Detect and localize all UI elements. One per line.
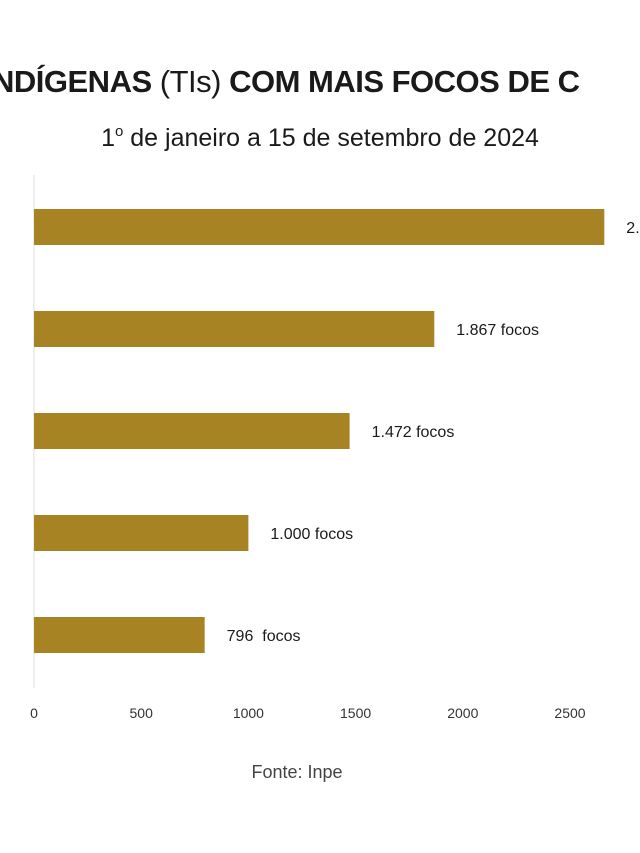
subtitle-rest: de janeiro a 15 de setembro de 2024 [123, 124, 539, 152]
chart-title-part2: (TIs) [151, 64, 230, 99]
chart-title: NDÍGENAS (TIs) COM MAIS FOCOS DE C [0, 62, 640, 102]
subtitle-ordinal: 1 [101, 124, 115, 152]
x-tick-label: 500 [130, 705, 154, 721]
bar [34, 311, 435, 347]
x-tick-label: 2000 [447, 705, 478, 721]
bar-data-label: 2. [626, 220, 639, 237]
bar-data-label: 1.000 focos [270, 526, 353, 543]
x-tick-label: 1500 [340, 705, 371, 721]
subtitle-ordinal-sup: o [114, 123, 124, 140]
bar-data-label: 796 focos [227, 628, 301, 645]
x-tick-label: 2500 [554, 705, 585, 721]
bar [34, 515, 249, 551]
source-note: Fonte: Inpe [251, 762, 343, 782]
chart-title-part3: COM MAIS FOCOS DE C [229, 64, 580, 99]
bar-data-label: 1.472 focos [372, 424, 455, 441]
chart-title-part1: NDÍGENAS [0, 64, 152, 99]
bar [34, 617, 205, 653]
x-tick-label: 0 [30, 705, 38, 721]
x-tick-label: 1000 [233, 705, 264, 721]
bar-data-label: 1.867 focos [456, 322, 539, 339]
chart-subtitle: 1o de janeiro a 15 de setembro de 2024 [0, 116, 640, 154]
bar [34, 209, 605, 245]
bar [34, 413, 350, 449]
